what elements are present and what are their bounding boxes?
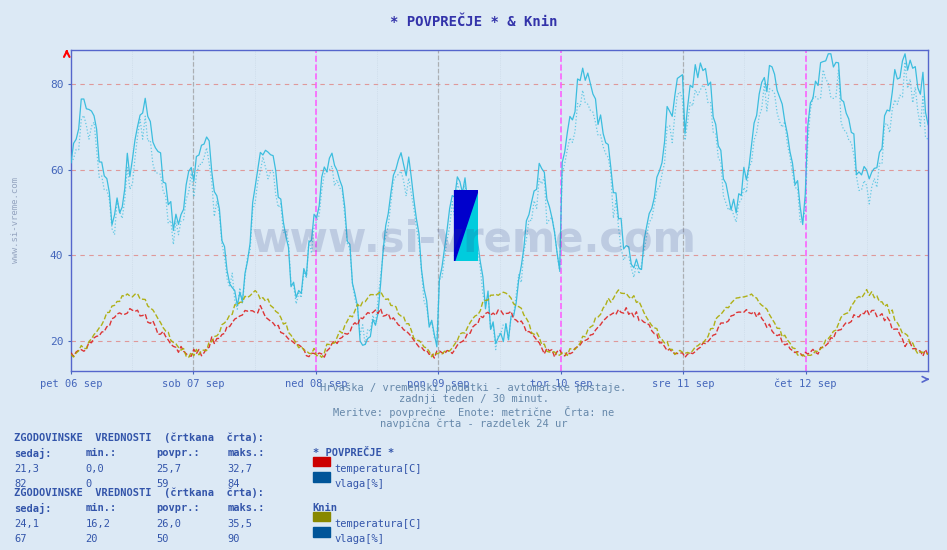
- Text: temperatura[C]: temperatura[C]: [334, 519, 421, 529]
- Polygon shape: [455, 190, 478, 261]
- Text: 16,2: 16,2: [85, 519, 110, 529]
- Text: sedaj:: sedaj:: [14, 503, 52, 514]
- Text: vlaga[%]: vlaga[%]: [334, 534, 384, 544]
- Text: vlaga[%]: vlaga[%]: [334, 479, 384, 489]
- Text: 24,1: 24,1: [14, 519, 39, 529]
- Text: 0: 0: [85, 479, 92, 489]
- Text: povpr.:: povpr.:: [156, 448, 200, 458]
- Text: min.:: min.:: [85, 448, 116, 458]
- Text: 26,0: 26,0: [156, 519, 181, 529]
- Text: 32,7: 32,7: [227, 464, 252, 474]
- Text: 21,3: 21,3: [14, 464, 39, 474]
- Text: 35,5: 35,5: [227, 519, 252, 529]
- Text: navpična črta - razdelek 24 ur: navpična črta - razdelek 24 ur: [380, 419, 567, 429]
- Text: 0,0: 0,0: [85, 464, 104, 474]
- Text: maks.:: maks.:: [227, 448, 265, 458]
- Text: * POVPREČJE * & Knin: * POVPREČJE * & Knin: [390, 15, 557, 29]
- Text: 25,7: 25,7: [156, 464, 181, 474]
- Text: min.:: min.:: [85, 503, 116, 513]
- Text: 84: 84: [227, 479, 240, 489]
- Text: 50: 50: [156, 534, 169, 544]
- Text: 90: 90: [227, 534, 240, 544]
- Text: povpr.:: povpr.:: [156, 503, 200, 513]
- Text: Knin: Knin: [313, 503, 337, 513]
- Text: 20: 20: [85, 534, 98, 544]
- Text: maks.:: maks.:: [227, 503, 265, 513]
- Text: sedaj:: sedaj:: [14, 448, 52, 459]
- Text: 82: 82: [14, 479, 27, 489]
- Text: * POVPREČJE *: * POVPREČJE *: [313, 448, 394, 458]
- Text: 67: 67: [14, 534, 27, 544]
- Text: ZGODOVINSKE  VREDNOSTI  (črtkana  črta):: ZGODOVINSKE VREDNOSTI (črtkana črta):: [14, 488, 264, 498]
- Text: zadnji teden / 30 minut.: zadnji teden / 30 minut.: [399, 394, 548, 404]
- Text: Hrvaška / vremenski podatki - avtomatske postaje.: Hrvaška / vremenski podatki - avtomatske…: [320, 382, 627, 393]
- Text: www.si-vreme.com: www.si-vreme.com: [251, 218, 696, 260]
- Polygon shape: [455, 190, 478, 261]
- Text: ZGODOVINSKE  VREDNOSTI  (črtkana  črta):: ZGODOVINSKE VREDNOSTI (črtkana črta):: [14, 433, 264, 443]
- Text: 59: 59: [156, 479, 169, 489]
- Text: Meritve: povprečne  Enote: metrične  Črta: ne: Meritve: povprečne Enote: metrične Črta:…: [333, 406, 614, 419]
- Text: temperatura[C]: temperatura[C]: [334, 464, 421, 474]
- Text: www.si-vreme.com: www.si-vreme.com: [11, 177, 21, 263]
